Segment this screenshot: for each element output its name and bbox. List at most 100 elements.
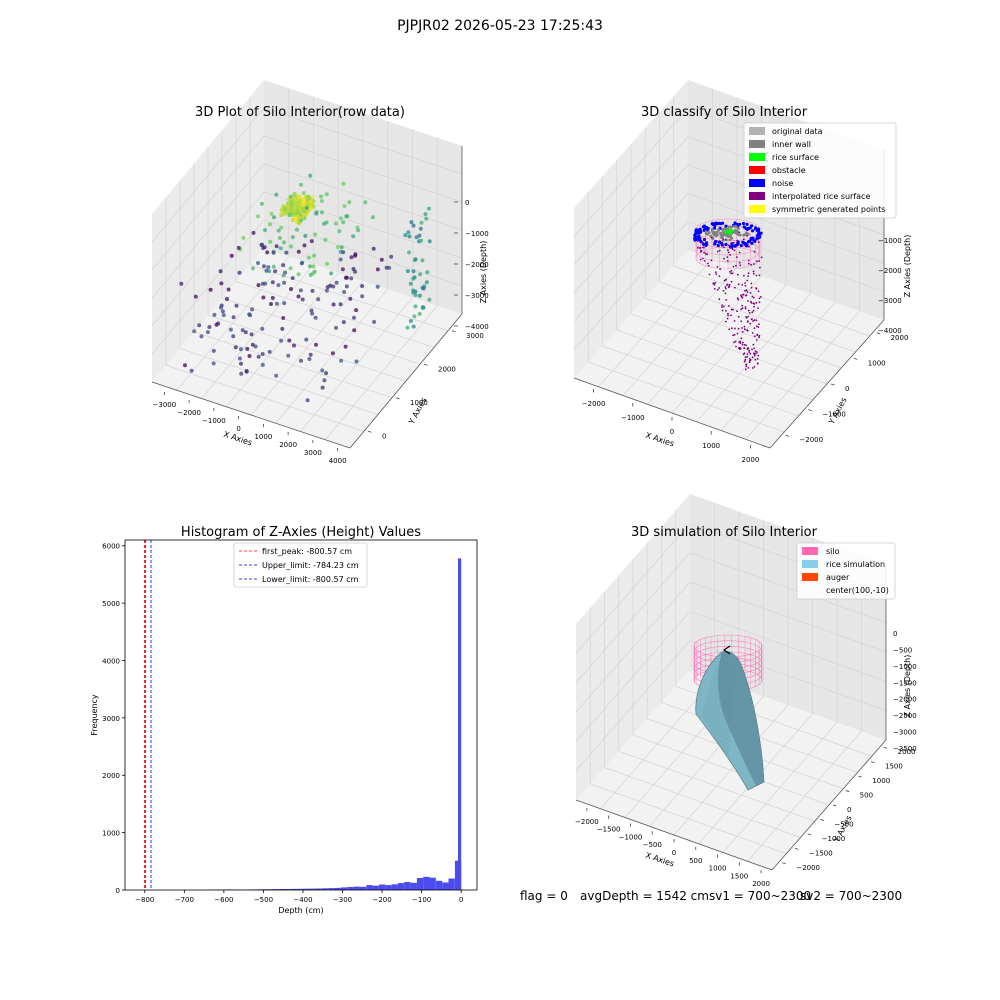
rawplot-point [301, 191, 306, 196]
rawplot-point [279, 225, 284, 230]
simplot-x-tick-label: −500 [643, 841, 662, 849]
simplot-legend-label: rice simulation [826, 560, 885, 569]
classplot-grid-z-left [573, 108, 689, 237]
rawplot-point [370, 215, 375, 220]
rawplot-point [319, 199, 324, 203]
rawplot-point [197, 323, 202, 328]
simplot-y-tick-label: 2000 [898, 748, 916, 756]
rawplot-point [342, 204, 347, 209]
classplot-interp-point [750, 282, 753, 285]
classplot-interp-point [738, 346, 741, 349]
classplot-interp-point [742, 238, 745, 241]
classplot-interp-point [728, 285, 731, 287]
rawplot-point [356, 228, 361, 233]
rawplot-point [341, 250, 346, 255]
classplot-interp-point [728, 328, 731, 331]
classplot-x-tick-label: 0 [670, 428, 674, 436]
classplot-interp-point [736, 239, 739, 242]
simplot-y-tick-label: −1000 [822, 835, 846, 843]
rawplot-point [371, 246, 376, 251]
simplot-rice-mesh [704, 702, 731, 743]
classplot-y-tick-label: −2000 [799, 436, 823, 444]
rawplot-point [266, 265, 271, 270]
hist-x-label: Depth (cm) [278, 906, 323, 915]
classplot-interp-point [744, 289, 746, 292]
classplot-interp-point [755, 301, 758, 304]
rawplot-point [405, 269, 410, 274]
rawplot-point [281, 204, 286, 208]
classplot-interp-point [752, 270, 755, 273]
simplot-center-marker [722, 645, 731, 655]
rawplot-point [211, 361, 216, 366]
classplot-interp-point [753, 335, 756, 338]
classplot-interp-point [753, 347, 755, 350]
classplot-interp-point [718, 298, 721, 301]
classplot-interp-point [740, 337, 743, 340]
classplot-interp-point [740, 294, 742, 297]
simplot-rice-mesh [707, 693, 731, 730]
classplot-interp-point [702, 257, 704, 260]
classplot-interp-point [737, 327, 740, 330]
rawplot-point [296, 272, 301, 277]
classplot-y-tick-label: 1000 [868, 359, 886, 367]
hist-legend-label: Upper_limit: -784.23 cm [262, 561, 359, 570]
rawplot-point [212, 312, 217, 317]
rawplot-point [302, 243, 307, 248]
classplot-y-axis-line [769, 319, 885, 449]
rawplot-point [274, 244, 279, 249]
classplot-interp-point [730, 314, 732, 317]
classplot-x-tick-label: 2000 [741, 456, 759, 464]
rawplot-point [282, 280, 287, 285]
rawplot-point [302, 209, 307, 214]
simplot-legend-swatch [802, 547, 818, 555]
rawplot-grid-z-right [263, 107, 463, 175]
classplot-interp-point [699, 258, 702, 261]
classplot-interp-point [710, 236, 713, 239]
classplot-noise-point [710, 222, 714, 226]
hist-legend-box [233, 542, 368, 588]
rawplot-point [241, 235, 246, 240]
classplot-interp-point [727, 312, 729, 315]
classplot-interp-point [724, 292, 727, 295]
classplot-interp-point [730, 270, 733, 272]
classplot-interp-point [744, 368, 747, 371]
rawplot-point [299, 218, 304, 223]
classplot-interp-point [744, 358, 747, 361]
classplot-interp-point [733, 334, 736, 336]
classplot-interp-point [726, 283, 729, 286]
classplot-interp-point [735, 256, 738, 258]
hist-bar [404, 882, 411, 890]
classplot-x-tick-label: −1000 [621, 414, 645, 422]
simplot-z-tick-label: −3500 [893, 745, 917, 753]
rawplot-point [306, 255, 311, 260]
classplot-interp-point [753, 251, 756, 253]
simplot-z-tick-label: −2000 [893, 696, 917, 704]
classplot-interp-point [742, 353, 745, 356]
classplot-interp-point [725, 310, 727, 312]
classplot-wall-point [738, 233, 742, 237]
classplot-interp-point [703, 260, 706, 262]
classplot-noise-point [713, 226, 717, 230]
classplot-interp-point [758, 297, 761, 300]
simplot-y-tick [883, 746, 888, 749]
classplot-interp-point [745, 289, 748, 292]
rawplot-point [309, 239, 314, 244]
hist-title: Histogram of Z-Axies (Height) Values [181, 525, 421, 540]
classplot-interp-point [703, 246, 705, 249]
classplot-noise-point [739, 244, 743, 248]
classplot-legend-swatch [749, 127, 765, 135]
hist-y-tick-label: 6000 [102, 543, 120, 551]
simplot-z-tick-label: −1000 [893, 663, 917, 671]
classplot-z-tick-label: −2000 [878, 267, 902, 275]
hist-y-tick-label: 5000 [102, 600, 120, 608]
classplot-wall-point [734, 228, 738, 232]
rawplot-point [379, 257, 384, 262]
classplot-interp-point [741, 327, 743, 329]
rawplot-point [407, 250, 411, 255]
rawplot-point [296, 204, 300, 209]
classplot-interp-point [744, 306, 747, 308]
classplot-interp-point [743, 360, 746, 363]
classplot-wall-point [706, 232, 709, 236]
hist-bar [347, 887, 354, 890]
classplot-interp-point [748, 351, 751, 353]
